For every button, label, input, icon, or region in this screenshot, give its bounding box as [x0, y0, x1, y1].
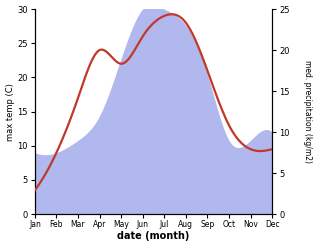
Y-axis label: max temp (C): max temp (C): [5, 83, 15, 141]
Y-axis label: med. precipitation (kg/m2): med. precipitation (kg/m2): [303, 60, 313, 163]
X-axis label: date (month): date (month): [117, 231, 190, 242]
